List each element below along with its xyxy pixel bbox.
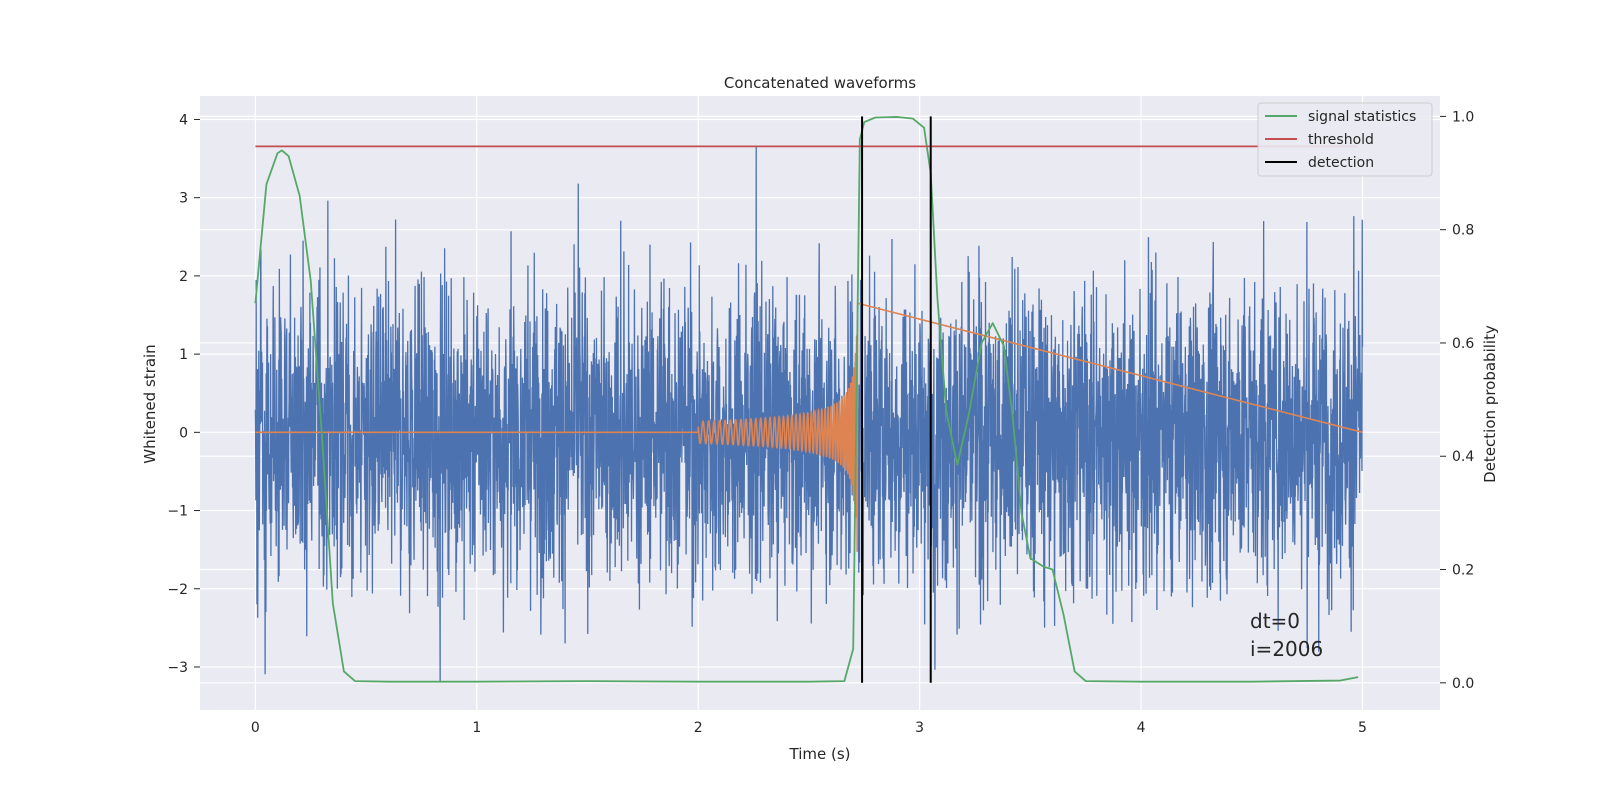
annotation-index: i=2006 bbox=[1250, 637, 1323, 661]
y-tick-label: −1 bbox=[167, 504, 188, 520]
signal-statistics-line bbox=[254, 116, 1359, 683]
legend-label-signal: signal statistics bbox=[1308, 109, 1416, 125]
y-axis-label: Whitened strain bbox=[141, 344, 159, 463]
strain-line bbox=[254, 146, 1364, 683]
legend-box bbox=[1257, 102, 1433, 177]
x-tick-label: 4 bbox=[1137, 720, 1146, 736]
y-tick-label: −2 bbox=[167, 582, 188, 598]
y-right-tick-label: 1.0 bbox=[1452, 109, 1474, 125]
x-tick-label: 2 bbox=[694, 720, 703, 736]
legend-label-threshold: threshold bbox=[1308, 132, 1374, 148]
x-tick-label: 3 bbox=[915, 720, 924, 736]
y-tick-label: 3 bbox=[179, 191, 188, 207]
overlay-series bbox=[254, 116, 1359, 683]
strain-series bbox=[254, 146, 1364, 683]
annotation-dt: dt=0 bbox=[1250, 609, 1300, 633]
x-tick-label: 0 bbox=[251, 720, 260, 736]
y-right-tick-label: 0.8 bbox=[1452, 223, 1474, 239]
chart-title: Concatenated waveforms bbox=[724, 74, 916, 92]
x-tick-label: 1 bbox=[472, 720, 481, 736]
y-right-tick-label: 0.4 bbox=[1452, 449, 1474, 465]
y-tick-label: −3 bbox=[167, 660, 188, 676]
y-tick-label: 1 bbox=[179, 347, 188, 363]
y-right-tick-label: 0.2 bbox=[1452, 563, 1474, 579]
axis-ticks: 0 1 2 3 4 5 −3 −2 −1 0 1 2 3 4 0.0 0.2 0.4 0.6 0.8 1.0 bbox=[167, 109, 1474, 736]
x-axis-label: Time (s) bbox=[789, 745, 851, 763]
y-axis-label-right: Detection probability bbox=[1481, 325, 1499, 483]
chirp-series bbox=[255, 302, 1363, 552]
legend: signal statistics threshold detection bbox=[1257, 102, 1433, 177]
y-tick-label: 0 bbox=[179, 425, 188, 441]
y-tick-label: 2 bbox=[179, 269, 188, 285]
legend-label-detection: detection bbox=[1308, 155, 1374, 171]
y-right-tick-label: 0.6 bbox=[1452, 336, 1474, 352]
y-tick-label: 4 bbox=[179, 112, 188, 128]
chirp-line bbox=[255, 302, 1363, 552]
y-right-tick-label: 0.0 bbox=[1452, 676, 1474, 692]
x-tick-label: 5 bbox=[1358, 720, 1367, 736]
